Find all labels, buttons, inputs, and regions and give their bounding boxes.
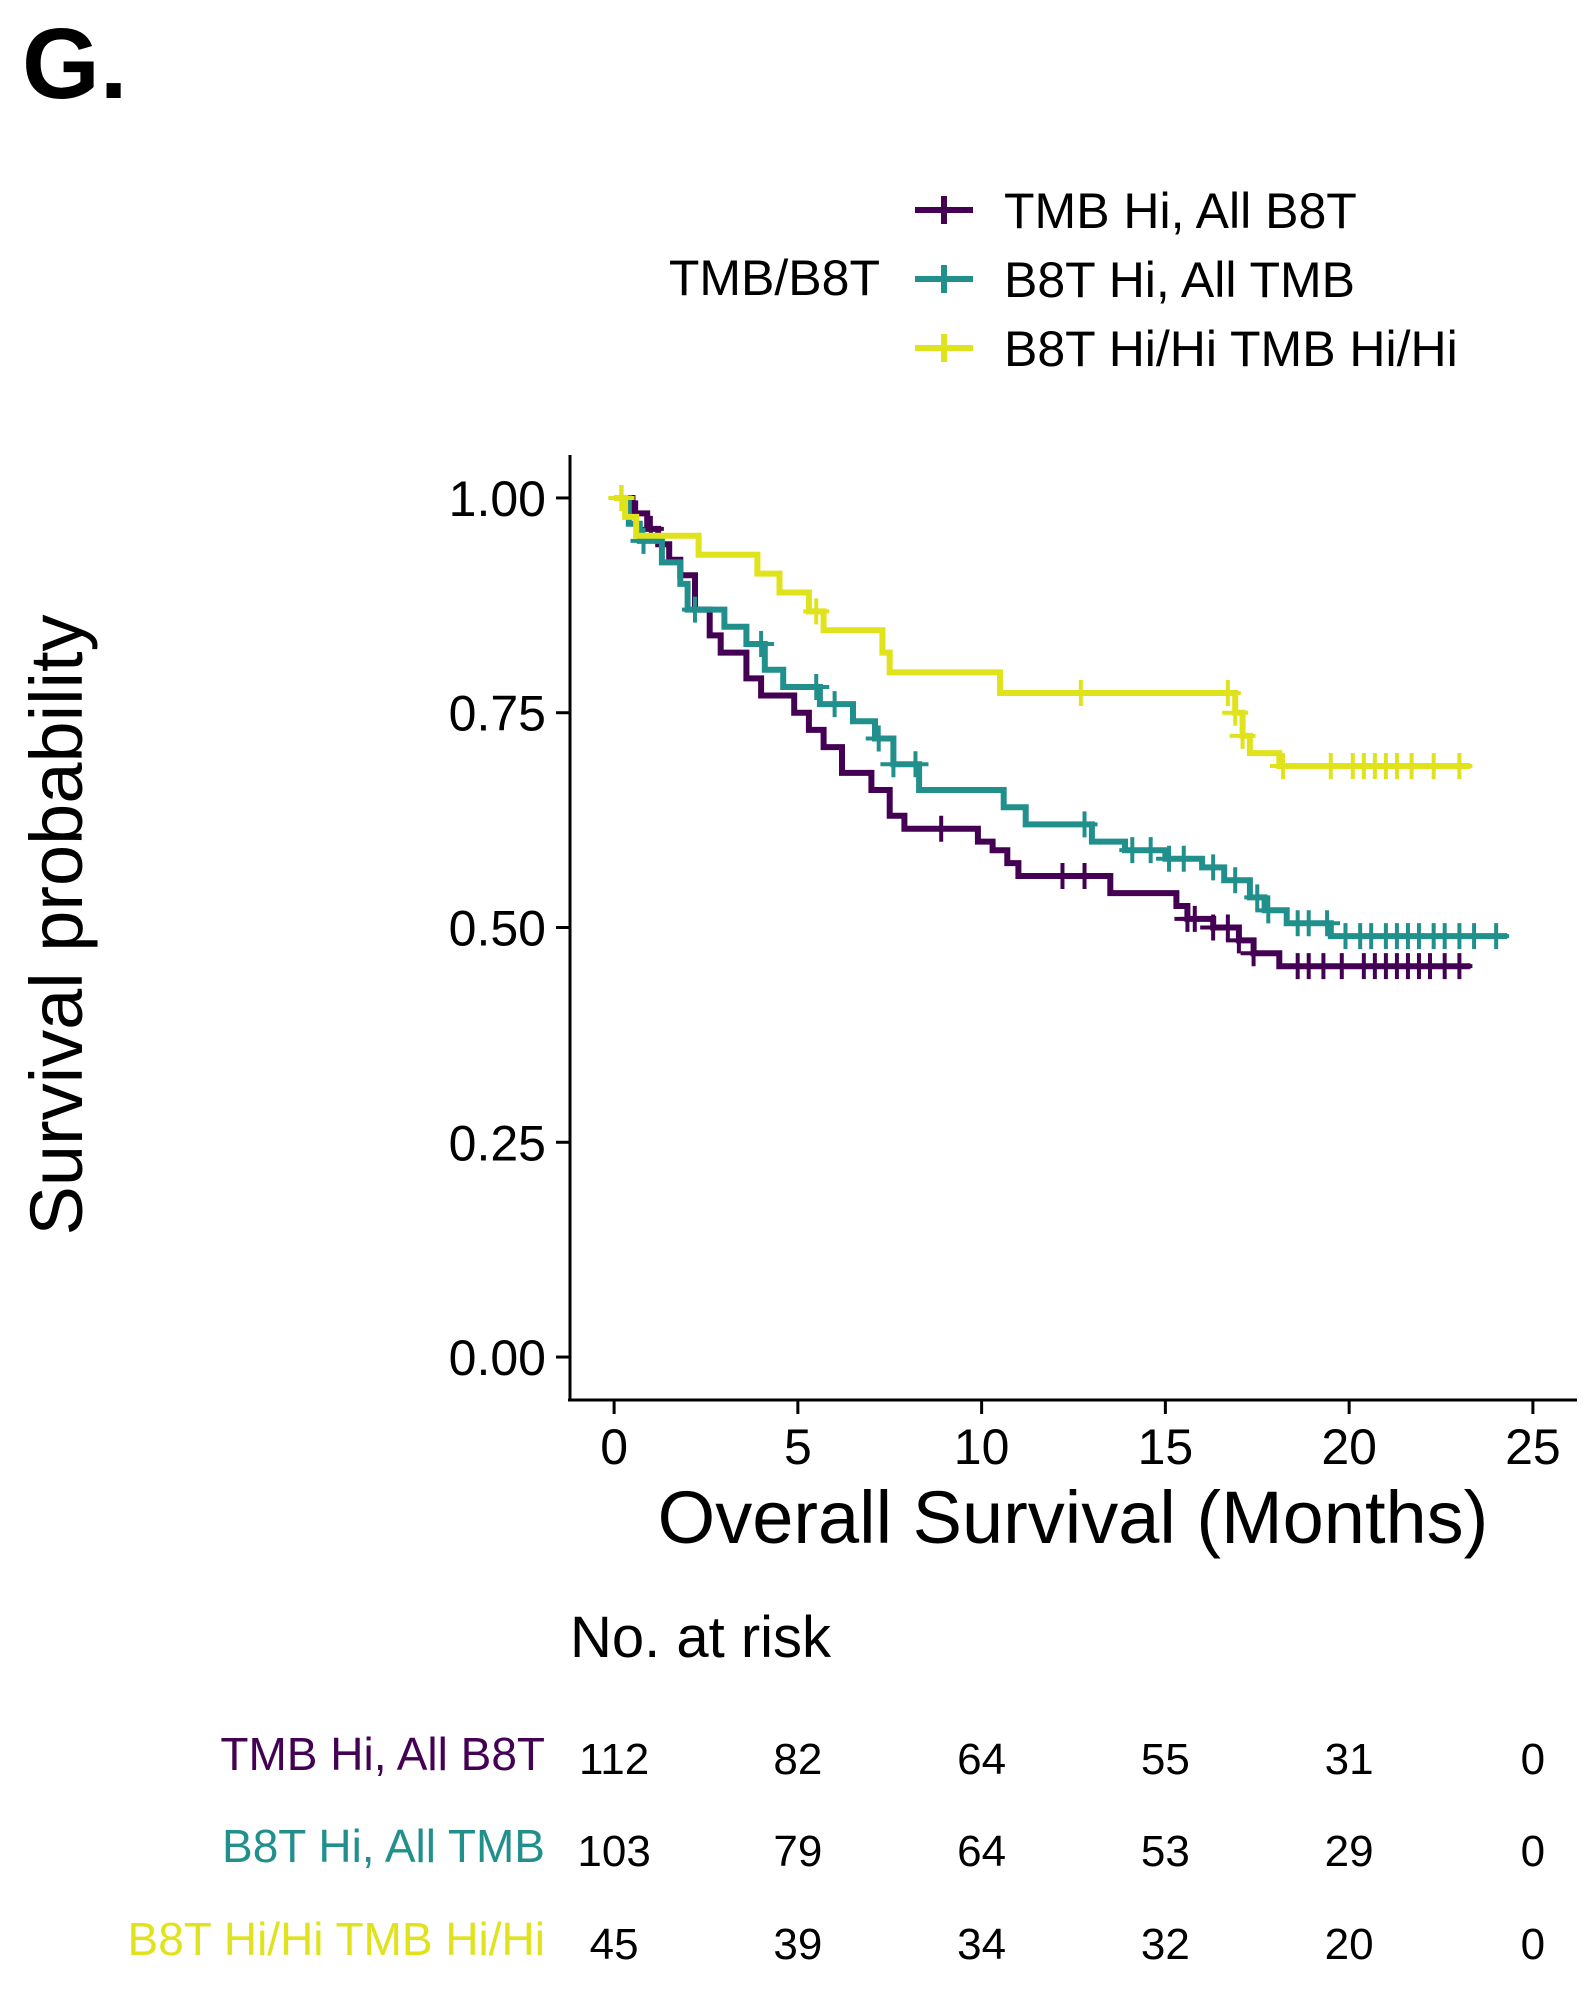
- x-tick-label: 0: [600, 1419, 628, 1475]
- y-tick-label: 1.00: [449, 471, 546, 527]
- risk-count: 112: [579, 1735, 649, 1784]
- censor-mark: [681, 596, 708, 623]
- censor-mark: [630, 527, 657, 554]
- censor-mark: [1317, 752, 1344, 779]
- risk-count: 29: [1325, 1827, 1374, 1876]
- risk-row-label: TMB Hi, All B8T: [220, 1728, 545, 1780]
- censor-mark: [1328, 953, 1355, 980]
- panel-label: G.: [22, 8, 128, 120]
- risk-count: 31: [1325, 1735, 1374, 1784]
- legend-key-2: [915, 334, 973, 362]
- censor-mark: [1222, 867, 1249, 894]
- censor-mark: [608, 484, 635, 511]
- censor-mark: [928, 815, 955, 842]
- series-2: [608, 484, 1473, 779]
- series-1: [614, 495, 1510, 950]
- censor-mark: [1269, 752, 1296, 779]
- survival-curve: [614, 495, 1471, 769]
- censor-mark: [1483, 923, 1510, 950]
- censor-mark: [865, 725, 892, 752]
- x-tick-label: 5: [784, 1419, 812, 1475]
- risk-count: 0: [1521, 1920, 1545, 1969]
- censor-mark: [1446, 752, 1473, 779]
- censor-mark: [1049, 862, 1076, 889]
- risk-count: 39: [773, 1920, 822, 1969]
- risk-count: 0: [1521, 1827, 1545, 1876]
- x-tick-label: 15: [1138, 1419, 1194, 1475]
- censor-mark: [1181, 905, 1208, 932]
- x-axis-title: Overall Survival (Months): [658, 1476, 1489, 1559]
- risk-count: 45: [590, 1920, 639, 1969]
- legend-label-1: B8T Hi, All TMB: [1004, 252, 1355, 308]
- censor-mark: [902, 751, 929, 778]
- y-tick-label: 0.00: [449, 1330, 546, 1386]
- survival-curves: [608, 484, 1510, 980]
- censor-mark: [1244, 884, 1271, 911]
- risk-count: 55: [1141, 1735, 1190, 1784]
- risk-count: 64: [957, 1827, 1006, 1876]
- censor-mark: [1067, 679, 1094, 706]
- legend-key-0: [915, 196, 973, 224]
- legend-label-2: B8T Hi/Hi TMB Hi/Hi: [1004, 321, 1458, 377]
- risk-count: 53: [1141, 1827, 1190, 1876]
- risk-row-label: B8T Hi/Hi TMB Hi/Hi: [128, 1913, 545, 1965]
- censor-mark: [1071, 811, 1098, 838]
- censor-mark: [803, 673, 830, 700]
- censor-mark: [1420, 752, 1447, 779]
- censor-mark: [1200, 854, 1227, 881]
- risk-count: 32: [1141, 1920, 1190, 1969]
- censor-mark: [1214, 914, 1241, 941]
- censor-mark: [1398, 752, 1425, 779]
- legend-label-0: TMB Hi, All B8T: [1004, 183, 1357, 239]
- risk-row-label: B8T Hi, All TMB: [222, 1820, 545, 1872]
- axis-ticks: 0.00 0.25 0.50 0.75 1.00 0 5 10 15 20 25: [449, 471, 1561, 1475]
- censor-mark: [1446, 953, 1473, 980]
- y-tick-label: 0.25: [449, 1115, 546, 1171]
- censor-mark: [1461, 923, 1488, 950]
- risk-count: 34: [957, 1920, 1006, 1969]
- x-tick-label: 20: [1321, 1419, 1377, 1475]
- censor-mark: [803, 598, 830, 625]
- censor-mark: [1314, 910, 1341, 937]
- risk-count: 64: [957, 1735, 1006, 1784]
- survival-curve: [614, 495, 1471, 970]
- censor-mark: [880, 751, 907, 778]
- censor-mark: [1229, 722, 1256, 749]
- censor-mark: [1255, 897, 1282, 924]
- censor-mark: [1214, 679, 1241, 706]
- risk-count: 79: [773, 1827, 822, 1876]
- censor-mark: [1170, 845, 1197, 872]
- censor-mark: [1240, 940, 1267, 967]
- censor-mark: [748, 631, 775, 657]
- censor-mark: [1071, 862, 1098, 889]
- x-tick-label: 25: [1505, 1419, 1561, 1475]
- series-0: [608, 484, 1473, 980]
- censor-mark: [1225, 927, 1252, 954]
- legend: TMB/B8T TMB Hi, All B8T B8T Hi, All TMB …: [669, 183, 1458, 377]
- risk-count: 0: [1521, 1735, 1545, 1784]
- y-tick-label: 0.50: [449, 901, 546, 957]
- risk-count: 82: [773, 1735, 822, 1784]
- legend-key-1: [915, 265, 973, 293]
- legend-title: TMB/B8T: [669, 250, 880, 306]
- y-tick-label: 0.75: [449, 686, 546, 742]
- y-axis-title: Survival probability: [15, 614, 98, 1235]
- x-tick-label: 10: [954, 1419, 1010, 1475]
- risk-count: 20: [1325, 1920, 1374, 1969]
- risk-table: TMB Hi, All B8T 112 82 64 55 31 0 B8T Hi, All T…: [128, 1728, 1546, 1969]
- risk-count: 103: [577, 1827, 650, 1876]
- censor-mark: [821, 691, 848, 718]
- risk-table-title: No. at risk: [570, 1605, 832, 1670]
- censor-mark: [1222, 699, 1249, 726]
- censor-mark: [1137, 837, 1164, 864]
